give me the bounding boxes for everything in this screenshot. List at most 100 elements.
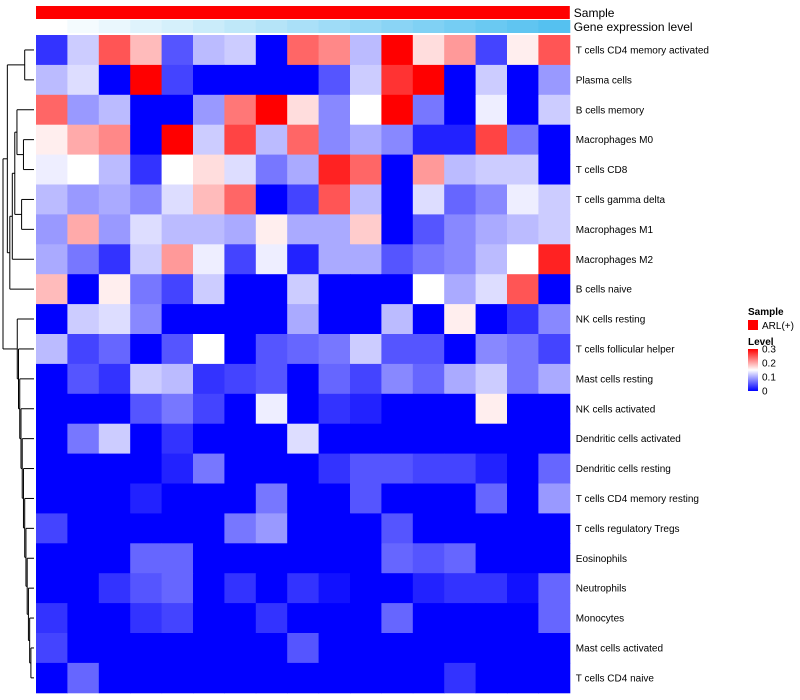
heatmap-cell	[475, 633, 508, 664]
heatmap-cell	[255, 124, 288, 156]
heatmap-cell	[475, 124, 508, 156]
heatmap-cell	[130, 214, 163, 245]
heatmap-cell	[538, 214, 571, 245]
heatmap-cell	[36, 35, 68, 66]
heatmap-cell	[161, 483, 194, 514]
heatmap-cell	[444, 573, 477, 604]
heatmap-cell	[224, 393, 257, 425]
heatmap-cell	[475, 363, 508, 395]
heatmap-cell	[318, 423, 351, 455]
heatmap-cell	[36, 483, 68, 514]
heatmap-cell	[350, 453, 382, 484]
heatmap-cell	[412, 244, 445, 275]
heatmap-cell	[161, 573, 194, 604]
heatmap-cell	[381, 35, 414, 66]
heatmap-cell	[538, 35, 571, 66]
row-dendrogram	[2, 49, 34, 679]
heatmap-cell	[98, 603, 131, 634]
heatmap-cell	[507, 35, 539, 66]
heatmap-cell	[130, 334, 163, 365]
heatmap-cell	[381, 154, 414, 185]
heatmap-cell	[507, 154, 539, 185]
heatmap-cell	[350, 513, 382, 544]
heatmap-cell	[67, 154, 100, 185]
heatmap-cell	[507, 513, 539, 544]
heatmap-cell	[193, 483, 225, 514]
row-label: B cells naive	[576, 285, 633, 296]
row-label: NK cells activated	[576, 404, 655, 415]
heatmap-cell	[193, 35, 225, 66]
heatmap-cell	[255, 603, 288, 634]
row-label: NK cells resting	[576, 315, 645, 326]
heatmap-cell	[538, 573, 571, 604]
heatmap-cell	[350, 633, 382, 664]
heatmap-cell	[224, 64, 257, 96]
heatmap-cell	[255, 334, 288, 365]
heatmap-cell	[130, 603, 163, 634]
heatmap-cell	[507, 573, 539, 604]
heatmap-cell	[287, 124, 320, 156]
heatmap-cell	[161, 244, 194, 275]
heatmap-cell	[255, 214, 288, 245]
heatmap-cell	[318, 393, 351, 425]
heatmap-cell	[444, 633, 477, 664]
heatmap-cell	[412, 94, 445, 126]
annotation-cell-gene-expression	[287, 20, 320, 33]
heatmap-cell	[67, 124, 100, 156]
heatmap-cell	[224, 274, 257, 305]
heatmap-cell	[130, 543, 163, 574]
heatmap-cell	[412, 633, 445, 664]
heatmap-cell	[444, 393, 477, 425]
heatmap-cell	[36, 334, 68, 365]
heatmap-cell	[381, 94, 414, 126]
heatmap-cell	[98, 154, 131, 185]
heatmap-cell	[444, 453, 477, 484]
heatmap-cell	[412, 453, 445, 484]
heatmap-cell	[381, 633, 414, 664]
annotation-cell-gene-expression	[130, 20, 163, 33]
row-label: Eosinophils	[576, 554, 627, 565]
heatmap-cell	[224, 543, 257, 574]
row-label: T cells follicular helper	[576, 344, 675, 355]
heatmap-cell	[193, 304, 225, 335]
heatmap-cell	[287, 603, 320, 634]
heatmap-cell	[412, 214, 445, 245]
row-label: T cells CD4 naive	[576, 673, 655, 684]
heatmap-cell	[318, 662, 351, 694]
annotation-cell-gene-expression	[224, 20, 257, 33]
heatmap-cell	[224, 214, 257, 245]
heatmap-cell	[350, 94, 382, 126]
heatmap-cell	[98, 633, 131, 664]
heatmap-cell	[475, 35, 508, 66]
heatmap-cell	[318, 154, 351, 185]
heatmap-cell	[224, 662, 257, 694]
annotation-cell-gene-expression	[161, 20, 194, 33]
heatmap-cell	[318, 543, 351, 574]
heatmap-cell	[67, 543, 100, 574]
row-label: Mast cells activated	[576, 643, 663, 654]
heatmap-cell	[67, 423, 100, 455]
heatmap-cell	[98, 184, 131, 215]
heatmap-cell	[287, 274, 320, 305]
heatmap-cell	[350, 244, 382, 275]
heatmap-cell	[98, 244, 131, 275]
annotation-cell-gene-expression	[381, 20, 414, 33]
row-label: Macrophages M1	[576, 225, 654, 236]
heatmap-cell	[538, 633, 571, 664]
heatmap-cell	[507, 334, 539, 365]
heatmap-cell	[161, 214, 194, 245]
heatmap-cell	[350, 64, 382, 96]
row-labels: T cells CD4 memory activated Plasma cells…	[576, 45, 709, 684]
heatmap-cell	[412, 334, 445, 365]
heatmap-cell	[538, 543, 571, 574]
heatmap-cell	[193, 244, 225, 275]
heatmap-cell	[161, 662, 194, 694]
heatmap-cell	[538, 64, 571, 96]
heatmap-cell	[350, 603, 382, 634]
heatmap-cell	[255, 633, 288, 664]
annotation-cell-gene-expression	[98, 20, 131, 33]
heatmap-cell	[98, 483, 131, 514]
heatmap-cell	[98, 124, 131, 156]
heatmap-cell	[507, 543, 539, 574]
